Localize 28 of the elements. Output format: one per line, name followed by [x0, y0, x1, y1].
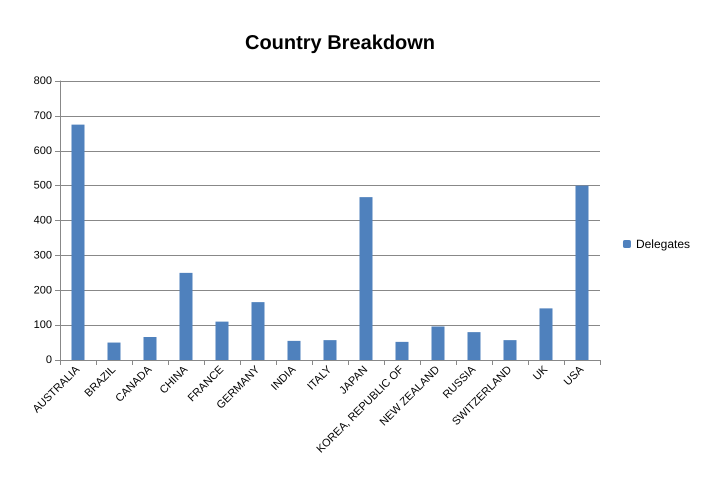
bar: [72, 124, 84, 360]
bar: [468, 332, 480, 360]
bar: [360, 197, 372, 360]
bar: [324, 340, 336, 360]
bar: [216, 322, 228, 360]
bar: [180, 272, 192, 360]
y-tick-label: 800: [34, 75, 52, 87]
y-tick-label: 500: [34, 180, 52, 192]
y-tick-label: 100: [34, 319, 52, 332]
bar: [576, 186, 588, 360]
bar: [504, 340, 516, 360]
y-tick-label: 300: [34, 249, 52, 262]
bar: [252, 302, 264, 360]
y-tick-label: 400: [34, 214, 52, 226]
bar: [540, 308, 552, 360]
bar: [432, 326, 444, 360]
y-tick-label: 700: [34, 110, 52, 122]
y-tick-label: 200: [34, 284, 52, 296]
bar: [396, 342, 408, 360]
chart-title: Country Breakdown: [245, 32, 436, 54]
bar: [288, 340, 300, 360]
y-tick-label: 600: [34, 144, 52, 157]
x-tick-label: UK: [530, 363, 551, 384]
y-tick-label: 0: [46, 354, 52, 366]
legend-label: Delegates: [636, 237, 690, 251]
bar: [108, 342, 120, 360]
x-tick-label: USA: [562, 363, 587, 388]
bar: [144, 336, 156, 360]
